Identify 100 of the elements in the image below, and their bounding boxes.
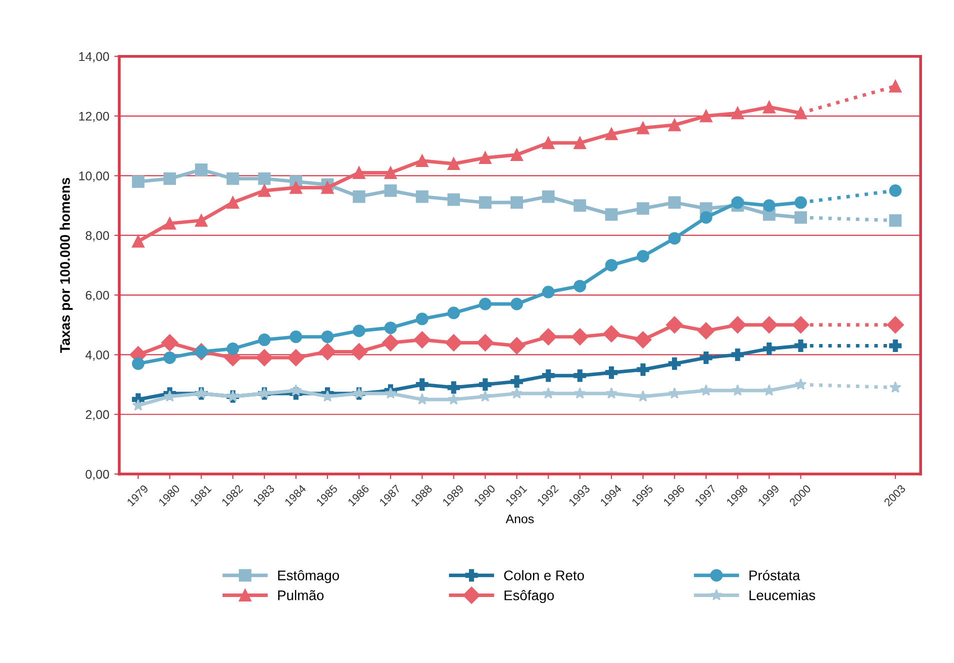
point (478, 196, 492, 209)
legend-label: Pulmão (278, 590, 324, 600)
point (666, 316, 684, 334)
point (889, 381, 902, 393)
point (698, 322, 715, 340)
point (731, 196, 744, 209)
point (510, 375, 524, 388)
point (447, 193, 460, 206)
legend-label: Colon e Reto (504, 570, 584, 580)
point (729, 316, 746, 334)
point (258, 184, 271, 197)
point (732, 384, 744, 396)
point (352, 166, 366, 179)
point (290, 330, 302, 344)
point (195, 163, 208, 176)
y-tick-label: 2,00 (86, 410, 110, 421)
point (384, 322, 397, 334)
point (132, 235, 144, 248)
point (636, 390, 649, 402)
point (700, 384, 712, 396)
point (794, 211, 807, 224)
point (382, 334, 400, 352)
point (574, 280, 586, 292)
point (668, 387, 680, 399)
point (164, 390, 176, 402)
point (226, 196, 240, 209)
x-axis-title: Anos (506, 514, 534, 524)
point (226, 342, 240, 355)
point (571, 328, 588, 346)
legend-label: Estômago (278, 570, 340, 584)
point (258, 334, 271, 346)
point (636, 122, 650, 134)
point (384, 184, 397, 197)
point (605, 128, 618, 140)
point (889, 184, 902, 197)
point (287, 349, 304, 366)
point (256, 349, 273, 366)
point (132, 357, 144, 370)
point (886, 316, 904, 334)
y-tick-label: 14,00 (79, 52, 110, 62)
y-tick-label: 12,00 (79, 112, 110, 122)
point (132, 175, 144, 188)
point (478, 298, 492, 310)
point (700, 211, 712, 224)
point (445, 334, 462, 352)
point (794, 106, 807, 120)
point (163, 172, 176, 185)
y-tick-label: 6,00 (86, 290, 110, 302)
point (163, 217, 176, 230)
point (447, 381, 460, 394)
point (602, 325, 620, 342)
point (448, 393, 460, 405)
point (731, 106, 744, 120)
point (668, 118, 681, 132)
point (634, 331, 652, 348)
point (479, 390, 492, 402)
point (731, 348, 744, 361)
legend-label: Leucemias (750, 590, 816, 600)
y-axis-title: Taxas por 100.000 homens (60, 178, 73, 353)
point (574, 369, 586, 382)
point (350, 343, 368, 360)
point (889, 340, 902, 352)
legend-label: Esôfago (504, 590, 554, 604)
point (636, 250, 650, 262)
y-tick-label: 0,00 (86, 470, 110, 480)
point (447, 158, 460, 170)
point (540, 328, 557, 346)
y-tick-label: 4,00 (85, 350, 110, 361)
point (384, 387, 397, 399)
point (574, 199, 586, 212)
point (510, 298, 524, 310)
point (414, 331, 431, 348)
point (636, 202, 650, 215)
point (542, 387, 554, 399)
point (290, 181, 302, 194)
point (792, 316, 810, 334)
point (605, 208, 618, 221)
point (762, 342, 776, 355)
point (478, 378, 492, 391)
point (476, 334, 494, 352)
point (760, 316, 778, 334)
point (605, 366, 618, 379)
point (416, 378, 428, 391)
point (794, 340, 807, 352)
point (542, 369, 555, 382)
point (574, 136, 586, 150)
point (889, 80, 902, 92)
point (321, 330, 334, 344)
point (542, 190, 555, 203)
y-tick-label: 10,00 (79, 171, 110, 182)
point (258, 172, 271, 185)
point (605, 387, 618, 399)
point (447, 306, 460, 320)
point (668, 357, 681, 370)
legend-label: Próstata (750, 570, 800, 580)
point (762, 199, 776, 212)
point (416, 312, 428, 326)
point (794, 196, 807, 209)
point (700, 110, 712, 122)
point (510, 387, 523, 399)
